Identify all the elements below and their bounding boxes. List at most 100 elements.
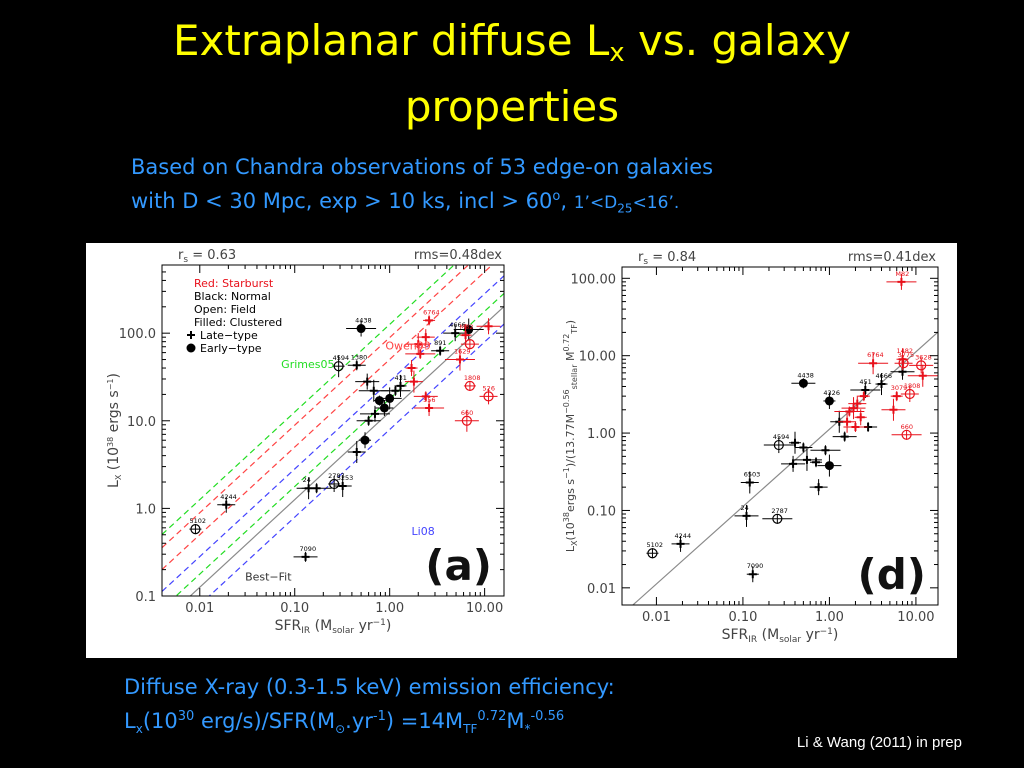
legend-plus-marker (187, 331, 195, 339)
y-tick-label: 0.1 (135, 590, 156, 605)
marker-filled (824, 396, 834, 406)
panel-label: (d) (858, 550, 926, 599)
marker-plus (425, 403, 434, 412)
data-point: 891 (431, 339, 450, 356)
point-label: 1808 (904, 382, 921, 390)
d25-text-b: <16’. (632, 193, 680, 213)
point-label: 6764 (867, 351, 884, 359)
point-label: 556 (423, 396, 435, 404)
footer-056-sup: -0.56 (530, 709, 565, 724)
marker-plus (436, 346, 445, 355)
data-point (791, 448, 822, 471)
data-point: 6764 (423, 308, 440, 326)
x-tick-label: 0.01 (185, 601, 214, 616)
footer-eq: ) =14M (385, 709, 464, 733)
footer-text: Diffuse X-ray (0.3-1.5 keV) emission eff… (124, 672, 615, 744)
plot-area: 5102 4244 24 2787 7090 6503 4438 4594 4326 451 466… (632, 270, 938, 605)
marker-plus (301, 552, 310, 561)
data-point: 3628 (909, 353, 934, 374)
marker-plus (451, 329, 460, 338)
data-point (881, 398, 906, 421)
data-point (832, 431, 857, 442)
data-point (380, 385, 411, 396)
data-point (838, 410, 857, 433)
data-point: 4326 (823, 389, 840, 409)
legend-item: Filled: Clustered (194, 316, 282, 329)
data-point (788, 431, 801, 454)
marker-plus (748, 570, 757, 579)
extra-dashed-line-2 (175, 292, 504, 596)
y-tick-label: 100.00 (571, 272, 617, 287)
marker-plus (391, 386, 400, 395)
y-tick-label: 0.10 (587, 504, 616, 519)
data-point (810, 445, 841, 456)
point-label: 3079 (891, 384, 908, 392)
marker-plus (802, 455, 811, 464)
data-point (817, 454, 842, 477)
point-label: 5102 (189, 517, 206, 525)
point-label: 24 (741, 504, 749, 512)
marker-plus (856, 413, 865, 422)
data-point (413, 391, 438, 402)
data-point: M82 (886, 270, 917, 290)
data-point: 6764 (858, 351, 889, 375)
legend-item: Late−type (200, 329, 258, 342)
data-point (857, 391, 870, 402)
d25-expression: 1’<D25<16’. (574, 193, 680, 216)
data-point (781, 455, 806, 472)
data-point: 1629 (444, 348, 475, 371)
point-label: 3253 (337, 474, 354, 482)
footer-minus1-sup: -1 (372, 709, 386, 724)
marker-open (772, 513, 783, 524)
marker-plus (812, 458, 821, 467)
point-label: 6503 (744, 470, 761, 478)
intro-line1: Based on Chandra observations of 53 edge… (131, 155, 714, 179)
x-tick-label: 1.00 (815, 610, 844, 625)
data-point (809, 479, 828, 496)
legend-dot-marker (186, 343, 196, 353)
intro-line2: with D < 30 Mpc, exp > 10 ks, incl > 60 (131, 189, 553, 213)
data-point (375, 399, 394, 416)
data-point (358, 379, 389, 402)
data-point (476, 318, 501, 335)
data-point: 451 (850, 378, 881, 399)
data-point: 660 (891, 423, 922, 440)
y-axis-title: LX(1038ergs s−1)/(13.77M−0.56stellar M0.… (562, 320, 579, 552)
point-label: 3628 (915, 353, 932, 361)
data-point (405, 360, 418, 377)
line-label: Owen09 (385, 340, 430, 353)
marker-plus (897, 277, 906, 286)
data-point: 4594 (332, 354, 349, 378)
point-label: 1808 (464, 374, 481, 382)
point-label: 891 (434, 339, 446, 347)
data-point: 7090 (293, 545, 318, 562)
data-point (848, 395, 867, 412)
marker-plus (851, 422, 860, 431)
marker-plus (840, 432, 849, 441)
point-label: 660 (901, 423, 913, 431)
point-label: 660 (461, 409, 473, 417)
marker-plus (222, 500, 231, 509)
data-point: 4666 (875, 372, 892, 396)
x-tick-label: 0.01 (642, 610, 671, 625)
x-axis-title: SFRIR (Msolar yr−1) (722, 627, 839, 645)
marker-plus (407, 364, 416, 373)
data-point: 4244 (671, 532, 691, 552)
point-label: 483 (414, 342, 426, 350)
d25-sub: 25 (617, 201, 633, 216)
marker-open (464, 339, 476, 350)
extra-dashed-line-0 (162, 265, 470, 549)
data-point (843, 421, 868, 432)
data-point: 1808 (463, 374, 481, 392)
y-tick-label: 10.00 (579, 350, 616, 365)
footer-M: M (506, 709, 525, 733)
intro-text: Based on Chandra observations of 53 edge… (131, 152, 713, 223)
data-point (347, 441, 366, 464)
marker-plus (745, 478, 754, 487)
marker-plus (352, 361, 361, 370)
y-tick-label: 0.01 (587, 582, 616, 597)
point-label: 451 (859, 378, 871, 386)
marker-open (916, 360, 927, 371)
marker-plus (484, 322, 493, 331)
